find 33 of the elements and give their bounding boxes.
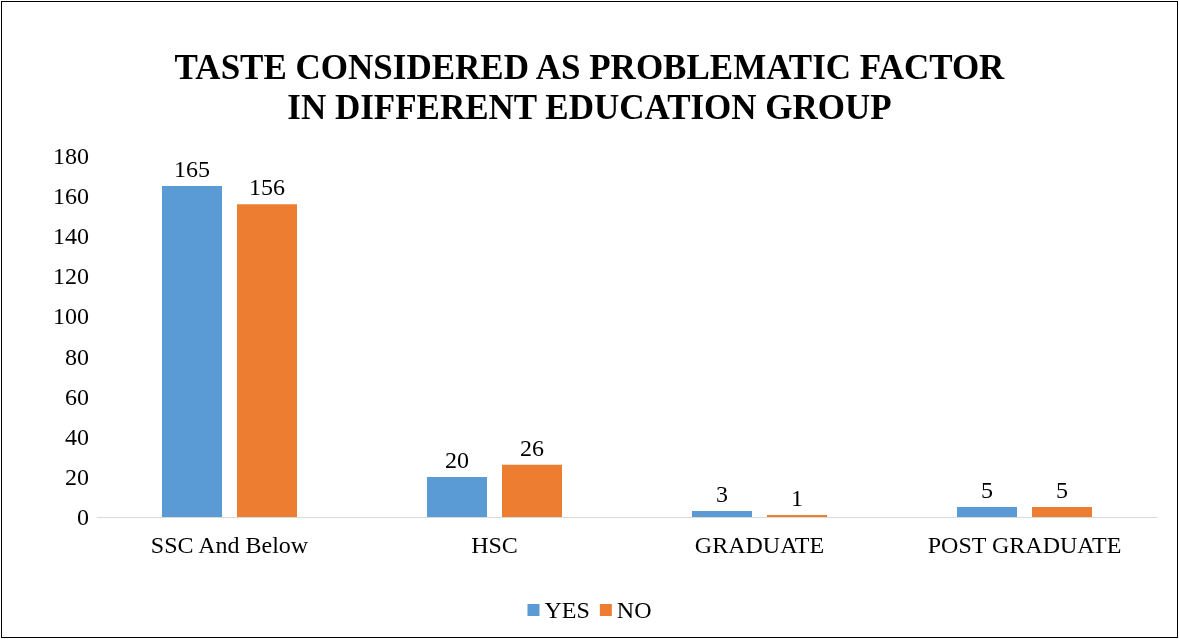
bar (502, 464, 562, 517)
chart-title: TASTE CONSIDERED AS PROBLEMATIC FACTOR IN DIFFERENT EDUCATION GROUP (174, 47, 1006, 127)
x-tick-label: POST GRADUATE (927, 532, 1122, 558)
y-tick-label: 140 (53, 223, 89, 250)
data-label: 20 (445, 446, 469, 473)
y-tick-label: 0 (77, 504, 89, 530)
bar (1032, 506, 1092, 517)
y-tick-label: 20 (65, 463, 89, 490)
y-tick-label: 120 (53, 263, 89, 290)
data-label: 5 (1056, 476, 1068, 503)
data-label: 1 (791, 484, 803, 511)
data-label: 5 (981, 476, 993, 503)
bar (957, 506, 1017, 517)
legend-label: YES (544, 597, 590, 623)
bar (162, 186, 222, 517)
y-tick-label: 40 (65, 423, 89, 450)
data-label: 26 (520, 434, 544, 461)
data-label: 156 (249, 174, 285, 201)
x-tick-label: HSC (471, 532, 518, 558)
y-tick-label: 100 (53, 303, 89, 330)
bar (237, 204, 297, 517)
data-label: 165 (174, 156, 210, 183)
bar (692, 510, 752, 517)
data-label: 3 (716, 480, 728, 507)
y-tick-label: 60 (65, 383, 89, 410)
x-tick-label: SSC And Below (150, 532, 309, 558)
y-tick-label: 80 (65, 343, 89, 370)
y-tick-label: 160 (53, 183, 89, 210)
y-tick-label: 180 (53, 143, 89, 169)
legend-label: NO (616, 597, 652, 623)
bar (427, 476, 487, 517)
bar (767, 514, 827, 517)
x-tick-label: GRADUATE (694, 532, 825, 558)
